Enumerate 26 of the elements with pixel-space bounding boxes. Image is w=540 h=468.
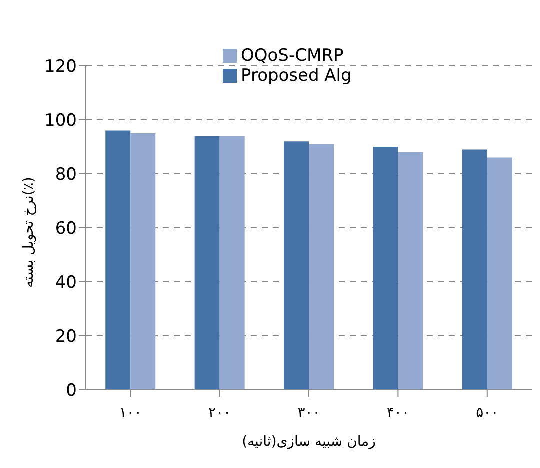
x-tick-label: ۵۰۰ — [476, 404, 499, 421]
bar — [106, 130, 131, 390]
bar — [194, 136, 220, 390]
x-tick-label: ۳۰۰ — [298, 404, 320, 421]
y-tick-label: 60 — [55, 219, 77, 240]
y-tick-label: 100 — [44, 111, 77, 132]
bar — [462, 150, 488, 390]
y-tick-label: 80 — [55, 165, 77, 186]
y-tick-label: 0 — [66, 381, 77, 402]
y-tick-label: 20 — [55, 327, 77, 348]
x-tick-label: ۴۰۰ — [386, 404, 410, 421]
y-tick-label: 120 — [44, 57, 77, 78]
y-tick-label: 40 — [55, 273, 77, 294]
bar — [373, 147, 398, 390]
bar — [309, 144, 334, 390]
x-tick-label: ۲۰۰ — [208, 404, 232, 421]
legend-label: Proposed Alg — [241, 66, 352, 86]
bar — [130, 134, 156, 390]
legend-label: OQoS-CMRP — [241, 46, 344, 66]
x-tick-label: ۱۰۰ — [119, 404, 142, 421]
bar — [284, 142, 310, 390]
bar — [220, 136, 245, 390]
bar — [487, 158, 512, 390]
bar — [398, 152, 424, 390]
y-axis-title: نرخ تحویل بسته(٪) — [20, 177, 37, 288]
x-axis-title: زمان شبیه سازی(ثانیه) — [242, 434, 376, 450]
